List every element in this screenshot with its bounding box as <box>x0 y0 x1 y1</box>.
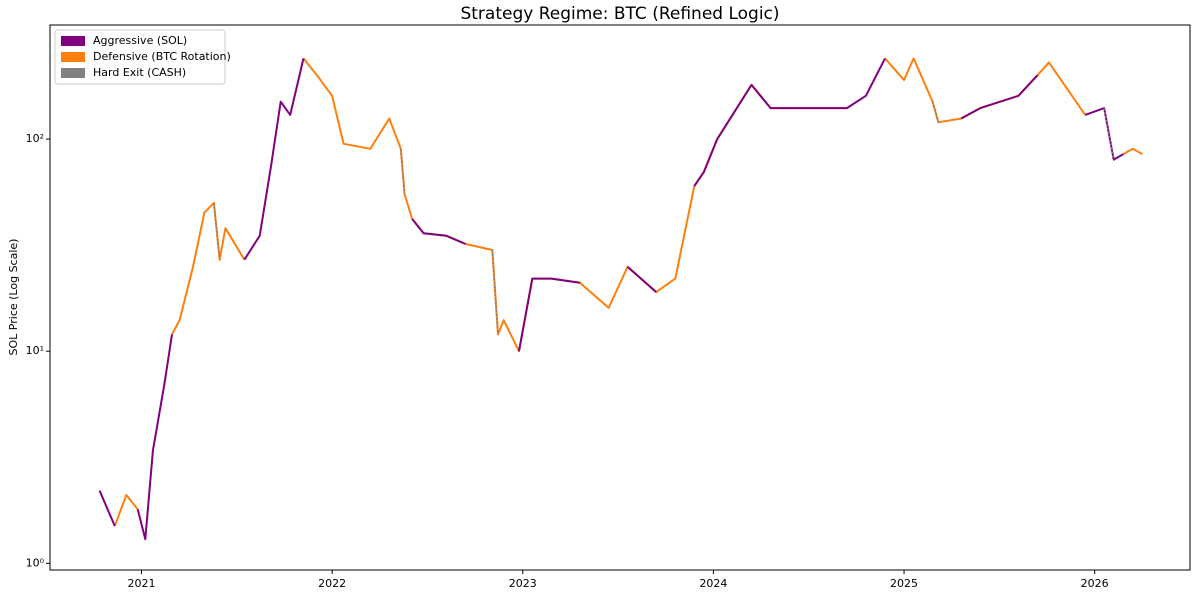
legend-box <box>54 29 226 85</box>
series-line <box>98 57 1124 541</box>
y-tick-label: 10² <box>26 132 44 145</box>
y-axis-label: SOL Price (Log Scale) <box>7 239 20 356</box>
x-tick-label: 2021 <box>128 577 156 590</box>
legend-swatch <box>61 68 85 78</box>
legend-label: Defensive (BTC Rotation) <box>93 50 231 63</box>
x-tick-label: 2026 <box>1081 577 1109 590</box>
legend-label: Hard Exit (CASH) <box>93 66 186 79</box>
series-line <box>113 57 1143 527</box>
legend-swatch <box>61 36 85 46</box>
x-tick-label: 2022 <box>318 577 346 590</box>
y-tick-label: 10⁰ <box>26 556 45 569</box>
series-line <box>213 101 1115 335</box>
x-tick-label: 2024 <box>699 577 727 590</box>
chart-title: Strategy Regime: BTC (Refined Logic) <box>460 4 779 24</box>
x-tick-label: 2025 <box>890 577 918 590</box>
y-tick-label: 10¹ <box>26 344 44 357</box>
plot-frame <box>49 24 1191 571</box>
legend-swatch <box>61 52 85 62</box>
x-tick-label: 2023 <box>509 577 537 590</box>
legend-label: Aggressive (SOL) <box>93 34 187 47</box>
